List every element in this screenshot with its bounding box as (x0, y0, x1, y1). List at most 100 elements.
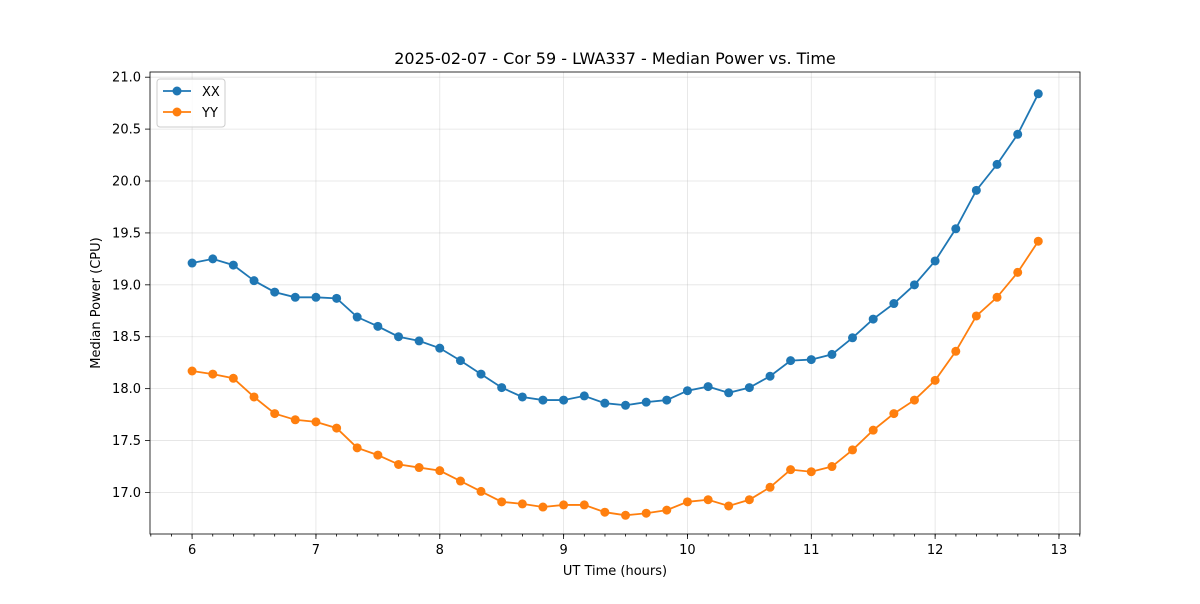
x-tick-label: 12 (927, 543, 944, 558)
series-xx-point (806, 355, 816, 365)
x-tick-label: 10 (679, 543, 696, 558)
series-yy-point (352, 443, 362, 453)
series-yy-point (559, 500, 569, 510)
series-xx-point (455, 356, 465, 366)
series-xx-point (786, 356, 796, 366)
series-yy-point (311, 417, 321, 427)
series-xx-point (311, 292, 321, 302)
series-yy-point (290, 415, 300, 425)
series-xx-point (889, 299, 899, 309)
series-xx-point (1013, 129, 1023, 139)
series-yy-point (786, 465, 796, 475)
y-tick-label: 18.5 (112, 330, 141, 345)
legend-label-xx: XX (202, 85, 220, 100)
series-xx-point (724, 388, 734, 398)
series-xx-point (703, 382, 713, 392)
series-yy-point (1013, 267, 1023, 277)
series-yy-point (765, 482, 775, 492)
series-xx-point (992, 159, 1002, 169)
grid-lines (150, 72, 1080, 534)
series-yy-point (455, 476, 465, 486)
series-yy-point (373, 450, 383, 460)
series-yy-point (724, 501, 734, 511)
series-yy-point (992, 292, 1002, 302)
series-xx-point (517, 392, 527, 402)
series-yy-point (868, 425, 878, 435)
series-xx-point (538, 395, 548, 405)
plot-area-frame (149, 71, 1081, 535)
series-xx-point (765, 371, 775, 381)
axis-ticks: 6 7 8 9 10 11 12 13 17.0 17.5 18.0 18.5 19.0 19.5 20.0… (112, 71, 1081, 558)
series-xx-point (971, 185, 981, 195)
series-xx-point (1033, 89, 1043, 99)
series-xx-point (744, 383, 754, 393)
series-xx-line (191, 93, 1040, 407)
series-yy-point (971, 311, 981, 321)
series-yy-point (951, 346, 961, 356)
x-tick-label: 7 (312, 543, 320, 558)
legend-label-yy: YY (201, 106, 218, 121)
series-xx-point (414, 336, 424, 346)
series-xx-point (270, 287, 280, 297)
series-yy-point (394, 459, 404, 469)
series-yy-point (848, 445, 858, 455)
series-yy-point (930, 375, 940, 385)
x-tick-label: 6 (188, 543, 196, 558)
series-xx-point (476, 369, 486, 379)
series-xx-point (435, 343, 445, 353)
series-xx-point (848, 333, 858, 343)
series-xx-point (249, 276, 259, 286)
series-yy-point (744, 495, 754, 505)
series-xx-point (290, 292, 300, 302)
series-xx-point (600, 398, 610, 408)
series-yy-point (414, 463, 424, 473)
legend-swatch-xx-marker (172, 86, 182, 96)
y-tick-label: 17.5 (112, 434, 141, 449)
series-xx-point (868, 314, 878, 324)
series-xx-point (662, 395, 672, 405)
y-tick-label: 20.5 (112, 123, 141, 138)
series-yy-point (889, 409, 899, 419)
series-xx-point (682, 386, 692, 396)
chart-title: 2025-02-07 - Cor 59 - LWA337 - Median Po… (394, 49, 836, 68)
series-yy-point (682, 497, 692, 507)
series-yy-point (1033, 236, 1043, 246)
series-xx-point (909, 280, 919, 290)
y-tick-label: 19.5 (112, 226, 141, 241)
series-yy-point (497, 497, 507, 507)
legend: XX YY (156, 78, 226, 128)
x-tick-label: 11 (803, 543, 820, 558)
series-yy-point (517, 499, 527, 509)
series-xx-point (621, 400, 631, 410)
series-xx-point (930, 256, 940, 266)
y-tick-label: 20.0 (112, 175, 141, 190)
series-xx-point (497, 383, 507, 393)
series-xx-point (559, 395, 569, 405)
series-yy-point (703, 495, 713, 505)
series-xx-point (827, 349, 837, 359)
series-yy-point (806, 467, 816, 477)
series-xx-point (187, 258, 197, 268)
series-xx-point (641, 397, 651, 407)
series-yy (187, 236, 1043, 520)
x-tick-label: 9 (559, 543, 567, 558)
series-xx-point (394, 332, 404, 342)
series-yy-point (621, 510, 631, 520)
series-yy-point (476, 486, 486, 496)
series-yy-point (909, 395, 919, 405)
series-yy-point (332, 423, 342, 433)
series-yy-point (187, 366, 197, 376)
series-yy-point (208, 369, 218, 379)
x-tick-label: 13 (1051, 543, 1068, 558)
y-tick-label: 21.0 (112, 71, 141, 86)
y-tick-label: 19.0 (112, 278, 141, 293)
series-xx-point (352, 312, 362, 322)
series-xx-point (951, 224, 961, 234)
series-yy-point (270, 409, 280, 419)
series-xx-point (332, 293, 342, 303)
y-axis-label: Median Power (CPU) (89, 237, 104, 368)
x-tick-label: 8 (436, 543, 444, 558)
series-yy-point (228, 373, 238, 383)
